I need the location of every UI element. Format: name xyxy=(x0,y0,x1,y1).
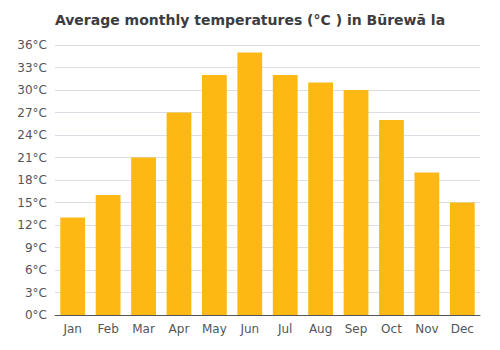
svg-text:Average monthly temperatures (: Average monthly temperatures (°C ) in Bū… xyxy=(55,12,445,28)
svg-text:15°C: 15°C xyxy=(17,196,47,210)
svg-text:12°C: 12°C xyxy=(17,218,47,232)
svg-text:Sep: Sep xyxy=(345,322,368,336)
svg-text:Aug: Aug xyxy=(309,322,332,336)
svg-text:May: May xyxy=(202,322,227,336)
svg-text:0°C: 0°C xyxy=(25,308,47,322)
svg-text:18°C: 18°C xyxy=(17,173,47,187)
svg-text:30°C: 30°C xyxy=(17,83,47,97)
svg-text:33°C: 33°C xyxy=(17,61,47,75)
svg-text:Jun: Jun xyxy=(239,322,259,336)
svg-text:Oct: Oct xyxy=(381,322,402,336)
svg-text:9°C: 9°C xyxy=(25,241,47,255)
svg-text:Jul: Jul xyxy=(277,322,292,336)
svg-text:Jan: Jan xyxy=(62,322,82,336)
svg-text:24°C: 24°C xyxy=(17,128,47,142)
svg-text:6°C: 6°C xyxy=(25,263,47,277)
svg-text:Mar: Mar xyxy=(132,322,155,336)
svg-text:Nov: Nov xyxy=(415,322,438,336)
svg-text:27°C: 27°C xyxy=(17,106,47,120)
svg-text:21°C: 21°C xyxy=(17,151,47,165)
svg-text:Dec: Dec xyxy=(451,322,474,336)
svg-text:Apr: Apr xyxy=(169,322,190,336)
svg-text:36°C: 36°C xyxy=(17,38,47,52)
svg-text:Feb: Feb xyxy=(98,322,119,336)
svg-text:3°C: 3°C xyxy=(25,286,47,300)
